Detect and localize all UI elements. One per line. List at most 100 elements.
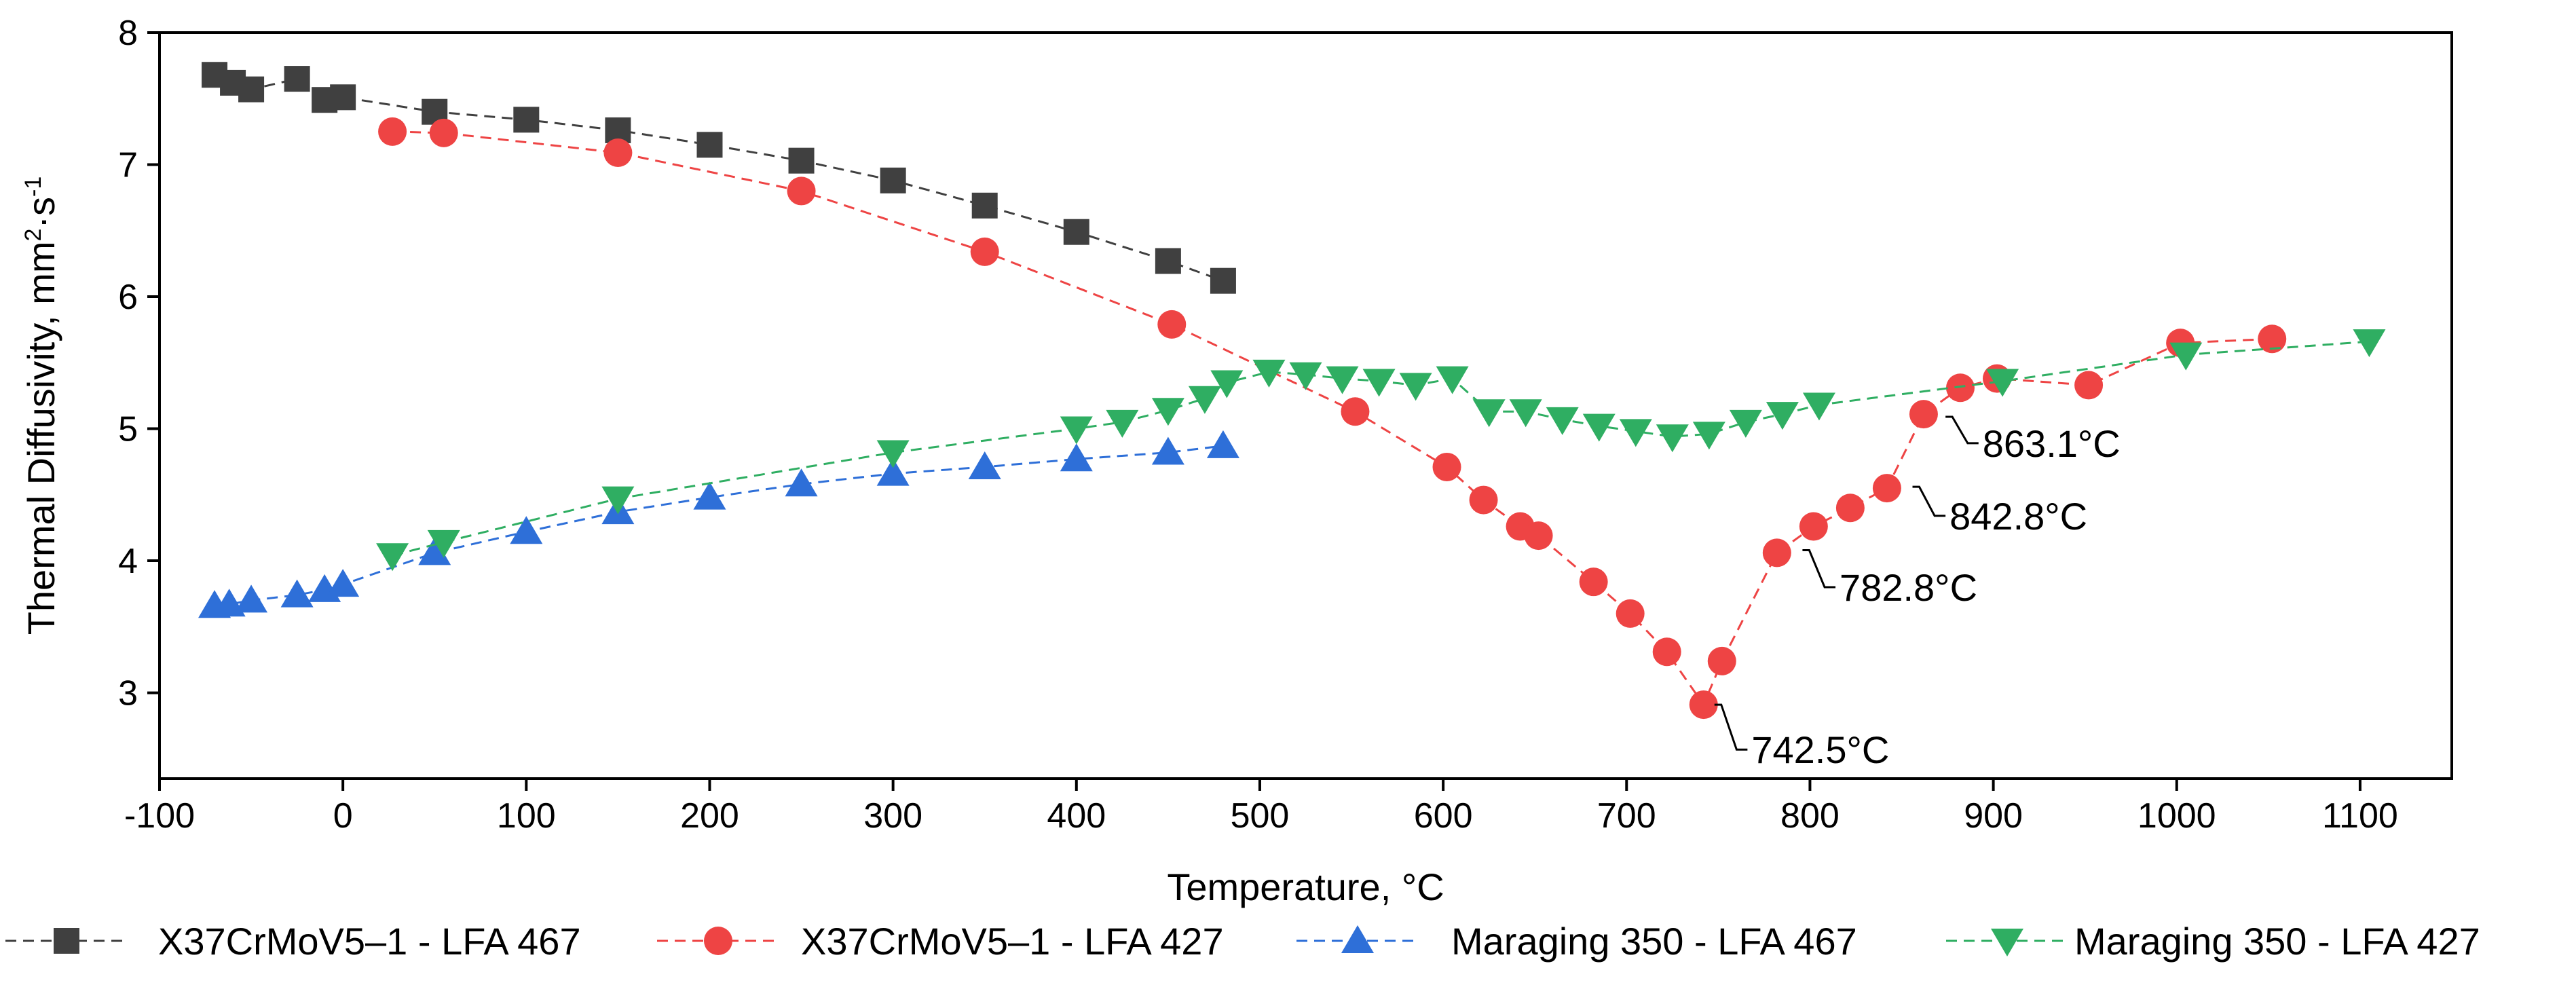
data-point	[238, 76, 265, 103]
data-point	[1106, 409, 1139, 438]
annotation-label: 782.8°C	[1840, 566, 1977, 609]
y-axis-title-sup2: -1	[20, 176, 46, 197]
series-line	[214, 73, 1224, 282]
x-tick-label: 300	[863, 796, 922, 836]
data-point	[235, 584, 268, 613]
x-tick-label: 0	[333, 796, 353, 836]
data-point	[376, 543, 409, 572]
y-tick-label: 5	[118, 410, 138, 449]
legend: X37CrMoV5–1 - LFA 467 X37CrMoV5–1 - LFA 4…	[5, 920, 2480, 963]
data-point	[1063, 219, 1089, 245]
y-tick-label: 8	[118, 14, 138, 53]
data-point	[2074, 371, 2104, 400]
x-axis-title: Temperature, °C	[1167, 865, 1444, 908]
series-2	[378, 117, 2287, 720]
series-1	[202, 62, 1236, 294]
x-tick-label: 400	[1047, 796, 1106, 836]
data-point	[2169, 342, 2203, 371]
data-point	[1766, 402, 1799, 430]
data-point	[1469, 485, 1498, 515]
data-point	[968, 451, 1001, 479]
legend-marker	[704, 927, 732, 955]
data-point	[1616, 599, 1645, 628]
data-point	[1986, 369, 2019, 397]
data-point	[1206, 430, 1239, 458]
data-point	[971, 192, 998, 219]
data-point	[1799, 512, 1828, 541]
plot-frame	[158, 31, 2453, 780]
data-point	[1579, 567, 1608, 597]
data-point	[788, 147, 815, 174]
series-line	[392, 340, 2370, 557]
data-point	[785, 468, 818, 497]
y-tick-label: 6	[118, 278, 138, 317]
data-point	[1060, 416, 1093, 445]
data-point	[693, 481, 726, 510]
data-point	[326, 569, 360, 597]
data-point	[1436, 366, 1469, 394]
data-point	[1210, 267, 1236, 294]
data-point	[280, 579, 314, 608]
x-tick-label: 700	[1597, 796, 1656, 836]
series-3	[198, 430, 1239, 618]
data-point	[603, 138, 633, 168]
data-point	[876, 458, 910, 486]
data-point	[1656, 424, 1689, 453]
annotation-leader	[1912, 485, 1946, 517]
data-point	[1326, 366, 1359, 394]
y-axis-title-main: Thermal Diffusivity, mm	[20, 242, 62, 635]
data-point	[1582, 413, 1616, 442]
legend-item: Maraging 350 - LFA 427	[1946, 920, 2480, 963]
y-axis-title: Thermal Diffusivity, mm2·s-1	[20, 176, 62, 635]
x-tick-label: 900	[1964, 796, 2023, 836]
data-point	[1341, 397, 1370, 426]
data-point	[1252, 359, 1286, 388]
series-line	[214, 445, 1224, 607]
data-point	[1945, 373, 1975, 403]
data-point	[1289, 362, 1322, 390]
series-4	[376, 329, 2386, 572]
data-point	[378, 117, 407, 146]
data-point	[1060, 443, 1093, 472]
data-point	[1399, 373, 1432, 401]
data-point	[510, 516, 543, 544]
legend-label: X37CrMoV5–1 - LFA 467	[158, 920, 581, 963]
plot-area	[198, 62, 2386, 720]
data-point	[513, 107, 540, 133]
data-point	[2353, 329, 2386, 358]
data-point	[427, 529, 460, 558]
legend-item: Maraging 350 - LFA 467	[1296, 920, 1857, 963]
data-point	[1432, 452, 1461, 481]
data-point	[1835, 494, 1865, 523]
data-point	[1762, 538, 1791, 567]
data-point	[284, 66, 310, 92]
data-point	[1151, 398, 1184, 426]
data-point	[1157, 310, 1187, 339]
x-tick-label: 500	[1231, 796, 1290, 836]
x-tick-label: -100	[124, 796, 195, 836]
legend-item: X37CrMoV5–1 - LFA 427	[657, 920, 1224, 963]
y-axis-title-mid: ·s	[20, 197, 62, 229]
legend-item: X37CrMoV5–1 - LFA 467	[5, 920, 581, 963]
legend-label: X37CrMoV5–1 - LFA 427	[801, 920, 1224, 963]
data-point	[601, 486, 635, 515]
data-point	[876, 440, 910, 468]
annotation-leader	[1714, 703, 1748, 751]
data-point	[1151, 436, 1184, 465]
x-tick-label: 1000	[2138, 796, 2216, 836]
y-tick-label: 4	[118, 542, 138, 581]
data-point	[1729, 409, 1762, 438]
data-point	[1472, 399, 1506, 428]
series-line	[392, 130, 2273, 707]
legend-marker	[1341, 925, 1374, 953]
legend-label: Maraging 350 - LFA 427	[2074, 920, 2480, 963]
data-point	[429, 118, 458, 147]
y-axis-title-sup1: 2	[20, 229, 46, 242]
data-point	[1909, 400, 1938, 429]
x-tick-label: 800	[1780, 796, 1840, 836]
x-tick-label: 200	[680, 796, 739, 836]
data-point	[1872, 474, 1901, 503]
annotation-leader	[1945, 415, 1979, 445]
legend-marker	[54, 928, 79, 954]
data-point	[1362, 369, 1396, 397]
